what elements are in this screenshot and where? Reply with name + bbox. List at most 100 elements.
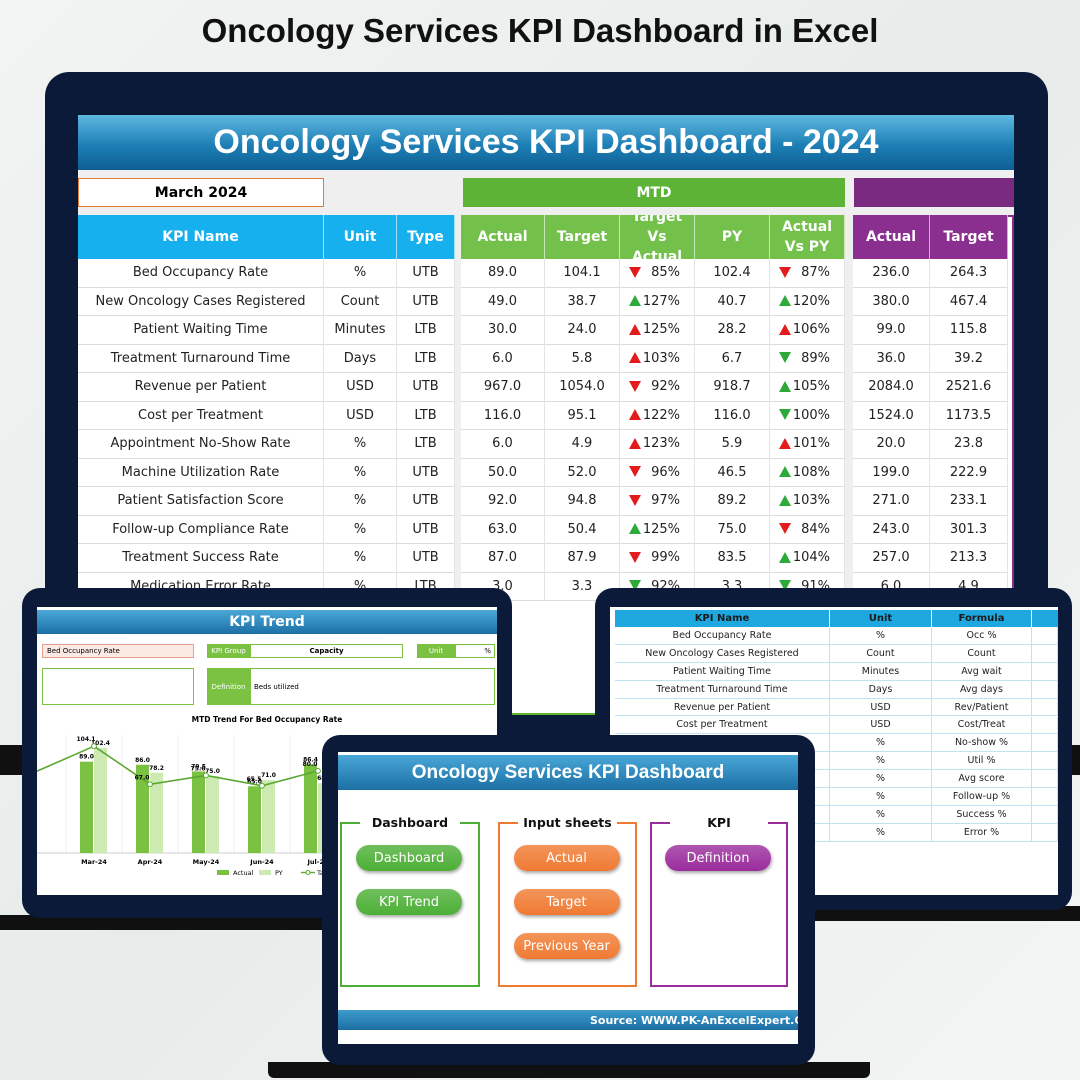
table-cell: 50.4 (545, 515, 620, 544)
x-tick-label: Jul-24 (306, 858, 328, 866)
label-cell: KPI Group (207, 644, 250, 658)
legend-label: PY (275, 869, 283, 877)
data-label: 75.6 (191, 765, 206, 772)
table-cell: 97% (620, 487, 695, 516)
table-cell: 236.0 (853, 259, 930, 288)
nav-button[interactable]: Dashboard (356, 845, 462, 871)
data-label: 65.5 (247, 776, 262, 783)
data-label: 67.0 (135, 774, 150, 781)
table-cell: % (830, 770, 932, 789)
table-cell: 233.1 (930, 487, 1008, 516)
kpi-selector[interactable]: Bed Occupancy Rate (42, 644, 194, 658)
table-cell: LTB (397, 401, 455, 430)
banner: Oncology Services KPI Dashboard - 2024 (78, 115, 1014, 170)
table-cell: 52.0 (545, 458, 620, 487)
arrow-up (629, 409, 641, 421)
table-cell: Minutes (324, 316, 397, 345)
data-label: 75.0 (205, 768, 220, 775)
table-cell: USD (324, 401, 397, 430)
table-cell: 75.0 (695, 515, 770, 544)
table-cell: 125% (620, 316, 695, 345)
legend-swatch (217, 870, 229, 875)
table-cell (1032, 806, 1058, 824)
table-cell: 99% (620, 544, 695, 573)
table-cell: 102.4 (695, 259, 770, 288)
table-cell: 30.0 (461, 316, 545, 345)
table-cell: Avg wait (932, 662, 1032, 681)
bar (150, 772, 163, 853)
table-cell: 50.0 (461, 458, 545, 487)
arrow-down (779, 352, 791, 364)
table-cell: UTB (397, 515, 455, 544)
label-cell: Unit (417, 644, 455, 658)
table-cell: Error % (932, 823, 1032, 842)
table-cell: 38.7 (545, 287, 620, 316)
table-cell: Follow-up % (932, 788, 1032, 806)
table-cell: No-show % (932, 734, 1032, 753)
month-selector[interactable]: March 2024 (78, 178, 324, 207)
table-cell: Patient Waiting Time (78, 316, 324, 345)
table-cell: Treatment Turnaround Time (615, 680, 830, 699)
data-label: 102.4 (91, 740, 110, 747)
column-header: Actual Vs PY (770, 215, 845, 259)
table-cell: Minutes (830, 662, 932, 681)
table-cell: Appointment No-Show Rate (78, 430, 324, 459)
table-cell: % (830, 734, 932, 753)
table-cell: 2084.0 (853, 373, 930, 402)
value-cell: % (455, 644, 495, 658)
table-cell (1032, 698, 1058, 717)
table-cell: Bed Occupancy Rate (615, 627, 830, 645)
column-header: Target Vs Actual (620, 215, 695, 259)
target-point (147, 781, 153, 788)
data-label: 71.0 (261, 772, 276, 779)
legend-label: Actual (233, 869, 254, 877)
data-label: 86.4 (303, 756, 318, 763)
table-cell: UTB (397, 373, 455, 402)
table-cell: % (324, 487, 397, 516)
bar (80, 761, 93, 853)
column-header: KPI Name (615, 610, 830, 627)
table-cell: 5.8 (545, 344, 620, 373)
arrow-up (629, 295, 641, 307)
table-cell: 1173.5 (930, 401, 1008, 430)
x-tick-label: Mar-24 (81, 858, 107, 866)
table-cell: 83.5 (695, 544, 770, 573)
table-cell: Days (830, 680, 932, 699)
table-cell: Patient Waiting Time (615, 662, 830, 681)
arrow-up (779, 437, 791, 449)
table-cell: 6.0 (461, 344, 545, 373)
nav-button[interactable]: Definition (665, 845, 771, 871)
table-cell: 105% (770, 373, 845, 402)
table-cell: 116.0 (695, 401, 770, 430)
table-cell: 87.9 (545, 544, 620, 573)
table-cell: USD (830, 716, 932, 735)
table-cell: 103% (770, 487, 845, 516)
arrow-up (779, 551, 791, 563)
table-cell (1032, 734, 1058, 753)
table-cell: 918.7 (695, 373, 770, 402)
laptop-base (268, 1062, 870, 1078)
nav-button[interactable]: Previous Year (513, 933, 620, 959)
nav-button[interactable]: Actual (513, 845, 620, 871)
table-cell: Occ % (932, 627, 1032, 645)
table-cell: % (830, 788, 932, 806)
target-point (315, 768, 321, 774)
nav-button[interactable]: Target (513, 889, 620, 915)
column-header: Actual (461, 215, 545, 259)
table-cell: Patient Satisfaction Score (78, 487, 324, 516)
table-cell: 123% (620, 430, 695, 459)
arrow-up (629, 323, 641, 335)
table-cell: UTB (397, 259, 455, 288)
value-cell: Capacity (250, 644, 403, 658)
table-cell: Count (932, 644, 1032, 663)
table-cell (1032, 823, 1058, 842)
table-cell: Count (830, 644, 932, 663)
arrow-down (779, 523, 791, 535)
table-cell: Cost/Treat (932, 716, 1032, 735)
arrow-up (779, 295, 791, 307)
table-cell: 243.0 (853, 515, 930, 544)
column-header: Target (930, 215, 1008, 259)
nav-button[interactable]: KPI Trend (356, 889, 462, 915)
table-cell: 122% (620, 401, 695, 430)
table-cell: 84% (770, 515, 845, 544)
